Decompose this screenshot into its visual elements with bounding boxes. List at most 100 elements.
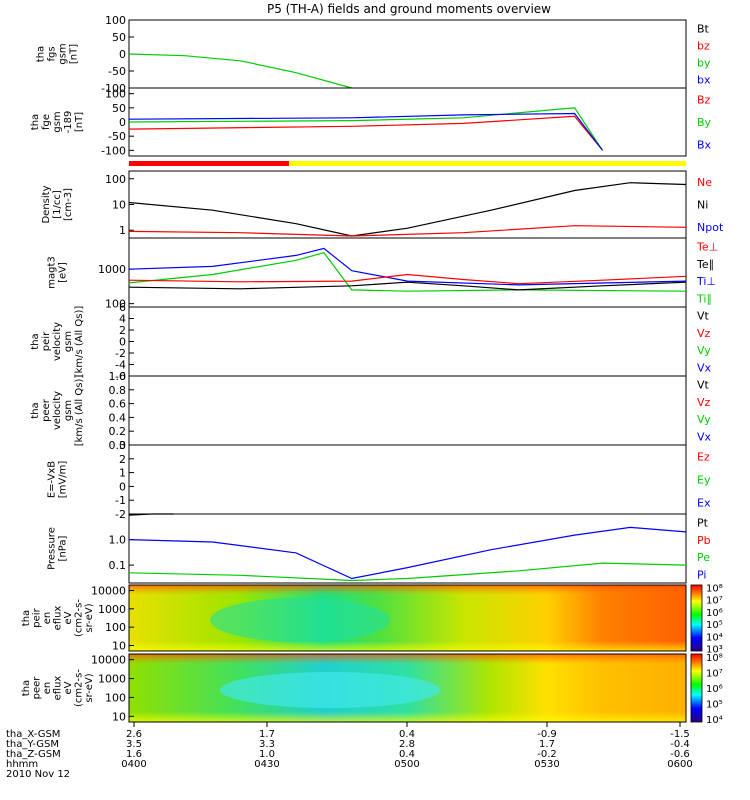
- y-axis-label: tha: [36, 46, 47, 62]
- footer-value: 0.4: [399, 749, 415, 760]
- colorbar-tick-label: 10⁷: [706, 596, 723, 607]
- legend-entry: Ey: [697, 474, 711, 487]
- y-axis-label: fge: [41, 114, 52, 130]
- y-tick-label: 10000: [91, 585, 126, 598]
- y-tick-label: -2: [115, 508, 126, 521]
- y-axis-label: [cm-3]: [63, 188, 74, 221]
- y-axis-label: tha: [21, 610, 32, 626]
- series-line-Ni: [128, 182, 687, 237]
- y-axis-label: peer: [41, 398, 52, 422]
- y-tick-label: 2: [119, 453, 126, 466]
- panel-frame: [128, 237, 687, 308]
- y-tick-label: -1: [115, 494, 126, 507]
- footer-value: 2.6: [126, 729, 142, 740]
- legend-entry: Vy: [697, 413, 711, 426]
- y-tick-label: 100: [105, 691, 126, 704]
- y-tick-label: 1.0: [109, 534, 127, 547]
- y-axis-label: velocity: [52, 391, 63, 430]
- y-tick-label: 0.0: [109, 439, 127, 452]
- y-tick-label: 1000: [98, 673, 126, 686]
- y-tick-label: 100: [105, 88, 126, 101]
- series-line-Ti∥: [128, 252, 687, 292]
- footer-value: 1.7: [259, 729, 275, 740]
- legend-entry: Ez: [697, 451, 710, 464]
- y-axis-label: tha: [30, 114, 41, 130]
- y-axis-label: -189: [63, 111, 74, 134]
- y-tick-label: 2: [119, 324, 126, 337]
- y-tick-label: 100: [105, 298, 126, 311]
- orbit-bar-yellow: [289, 161, 686, 166]
- y-axis-label: peir: [41, 331, 52, 351]
- chart-title: P5 (TH-A) fields and ground moments over…: [267, 2, 551, 16]
- y-axis-label: sr-eV): [84, 673, 95, 702]
- spectrogram-axes-peer: 10000 1000 100 10 tha peer en eflux eV (cm2-s-sr-…: [21, 653, 723, 726]
- y-tick-label: -4: [115, 359, 126, 372]
- y-axis-label: Pressure: [47, 527, 58, 570]
- legend-entry: Pt: [697, 517, 709, 530]
- y-axis-label: Density: [41, 185, 52, 223]
- footer-value: 3.3: [259, 739, 275, 750]
- footer-value: 0.4: [399, 729, 415, 740]
- colorbar-tick-label: 10⁴: [706, 715, 723, 726]
- footer-row-label: tha_Y-GSM: [6, 739, 59, 750]
- colorbar-tick-label: 10⁸: [706, 653, 723, 664]
- panel-temp: 1000 100 magt3 [eV] Te⊥ Te∥ Ti⊥ Ti∥: [47, 237, 718, 311]
- y-tick-label: -100: [101, 144, 126, 157]
- y-tick-label: 0: [119, 336, 126, 349]
- y-tick-label: 0: [119, 480, 126, 493]
- y-tick-label: 10000: [91, 654, 126, 667]
- y-tick-label: 1.0: [109, 370, 127, 383]
- panel-frame: [128, 19, 687, 89]
- footer-row-label: tha_X-GSM: [6, 729, 60, 740]
- panel-vel_esa_e: 1.00.80.60.40.20.0 tha peer velocity gsm [km/…: [30, 370, 712, 452]
- y-axis-label: gsm: [63, 400, 74, 421]
- legend-entry: Ti⊥: [696, 275, 716, 288]
- panel-pressure: 1.0 0.1 Pressure [nPa] Pt Pb Pe Pi: [47, 513, 711, 584]
- colorbar-tick-label: 10⁵: [706, 620, 723, 631]
- y-axis-label: en: [42, 612, 53, 625]
- spectrogram-axes-peir: 10000 1000 100 10 tha peir en eflux eV (cm2-s-sr-…: [21, 583, 723, 655]
- y-axis-label: eV: [63, 611, 74, 624]
- y-axis-label: sr-eV): [84, 603, 95, 632]
- date-label: 2010 Nov 12: [6, 769, 70, 780]
- spectrogram-peir: [128, 584, 687, 652]
- panel-fgs: 100 50 0 -50 -100 tha fgs gsm [nT] Bt bz by bx: [36, 14, 711, 95]
- legend-entry: Npot: [697, 221, 724, 234]
- colorbar-tick-label: 10⁶: [706, 608, 723, 619]
- legend-entry: Vt: [697, 379, 710, 392]
- footer-value: 1.0: [259, 749, 275, 760]
- footer-value: 3.5: [126, 739, 142, 750]
- spectrogram-peer: [128, 653, 687, 723]
- y-axis-label: [nPa]: [58, 535, 69, 561]
- y-tick-label: 50: [112, 31, 126, 44]
- colorbar-tick-label: 10⁴: [706, 632, 723, 643]
- footer-value: 0600: [667, 759, 692, 770]
- footer-value: -0.9: [537, 729, 557, 740]
- footer-value: 1.6: [126, 749, 142, 760]
- legend-entry: Pb: [697, 534, 711, 547]
- colorbar-tick-label: 10³: [706, 645, 723, 656]
- y-axis-label: tha: [21, 680, 32, 696]
- y-tick-label: 1000: [98, 263, 126, 276]
- y-tick-label: -50: [108, 130, 126, 143]
- panel-frame: [128, 513, 687, 584]
- y-tick-label: 0.6: [109, 398, 127, 411]
- legend-entry: Pi: [697, 568, 706, 581]
- y-axis-label: [mV/m]: [58, 461, 69, 499]
- y-axis-label: (cm2-s-: [74, 669, 85, 707]
- legend-entry: Ex: [697, 497, 711, 510]
- y-tick-label: 10: [112, 199, 126, 212]
- series-line-Te∥: [128, 281, 687, 291]
- footer-row-label: hhmm: [6, 759, 38, 770]
- y-tick-label: 100: [105, 173, 126, 186]
- legend-entry: Ni: [697, 199, 708, 212]
- y-tick-label: 1000: [98, 603, 126, 616]
- footer-value: 1.7: [539, 739, 555, 750]
- y-axis-label: velocity: [52, 322, 63, 361]
- y-tick-label: -100: [101, 82, 126, 95]
- legend-entry: Te∥: [696, 258, 714, 271]
- y-tick-label: 10: [112, 640, 126, 653]
- y-tick-label: 0: [119, 48, 126, 61]
- series-line-Bz: [128, 115, 603, 151]
